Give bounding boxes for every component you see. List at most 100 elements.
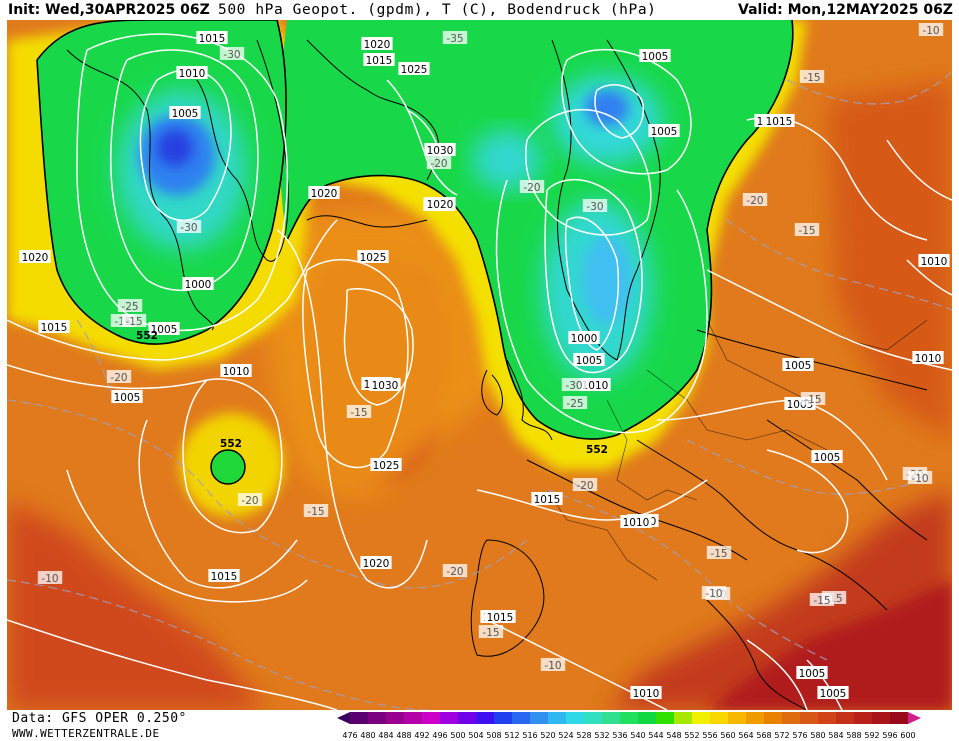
colorbar-tick-label: 532 bbox=[594, 731, 609, 740]
colorbar-cell bbox=[422, 712, 440, 724]
temperature-label: -30 bbox=[223, 49, 240, 61]
isobar-label-bg bbox=[182, 277, 214, 290]
isobar-label-bg bbox=[912, 351, 944, 364]
colorbar-tick-label: 560 bbox=[720, 731, 735, 740]
temperature-label: -10 bbox=[41, 573, 58, 585]
isotherms bbox=[7, 69, 952, 710]
isobar-label-bg bbox=[648, 124, 680, 137]
isobar-label-bg bbox=[817, 686, 849, 699]
isobar-label: 1020 bbox=[22, 252, 49, 264]
temperature-label: -30 bbox=[565, 380, 582, 392]
isobar-label: 1030 bbox=[372, 380, 399, 392]
colorbar-tick-label: 580 bbox=[810, 731, 825, 740]
isobar-label: 1010 bbox=[915, 353, 942, 365]
isobar-label: 1005 bbox=[820, 688, 847, 700]
temperature-label-bg bbox=[809, 593, 835, 606]
colorbar-tick-label: 548 bbox=[666, 731, 681, 740]
isobar-labels: 1015 1010 1005 1020 1015 1025 1030 1020 1005 1005… bbox=[19, 31, 950, 700]
colorbar-cell bbox=[656, 712, 674, 724]
isobar-label-bg bbox=[579, 378, 611, 391]
colorbar-cell bbox=[872, 712, 890, 724]
isobar-label: 1010 bbox=[633, 688, 660, 700]
colorbar-tick-label: 592 bbox=[864, 731, 879, 740]
isobar-label: 1005 bbox=[114, 392, 141, 404]
isobar-label: 1020 bbox=[363, 558, 390, 570]
temperature-label: -35 bbox=[446, 33, 463, 45]
colorbar-cell bbox=[458, 712, 476, 724]
isobar-label: 1010 bbox=[582, 380, 609, 392]
temperature-label-bg bbox=[346, 405, 372, 418]
colorbar-tick-label: 496 bbox=[432, 731, 447, 740]
isobar-label-bg bbox=[782, 358, 814, 371]
isobar-label-bg bbox=[796, 666, 828, 679]
isobar-label-bg bbox=[363, 53, 395, 66]
trough-east-lightblue bbox=[582, 235, 632, 325]
colorbar-tick-label: 508 bbox=[486, 731, 501, 740]
temperature-label: -20 bbox=[746, 195, 763, 207]
temperature-label-bg bbox=[106, 370, 132, 383]
temperature-label: -15 bbox=[125, 316, 142, 328]
temperature-label-bg bbox=[519, 180, 545, 193]
temperature-label-bg bbox=[426, 156, 452, 169]
colorbar-tick-label: 484 bbox=[378, 731, 393, 740]
temperature-label: -15 bbox=[798, 225, 815, 237]
colorbar-cell bbox=[368, 712, 386, 724]
isobar-label: 1005 bbox=[651, 126, 678, 138]
temperature-label: -20 bbox=[446, 566, 463, 578]
temperature-label-bg bbox=[582, 199, 608, 212]
colorbar-cell bbox=[710, 712, 728, 724]
isobar-label-bg bbox=[531, 492, 563, 505]
colorbar-tick-label: 576 bbox=[792, 731, 807, 740]
temperature-label-bg bbox=[442, 31, 468, 44]
temperature-label-bg bbox=[794, 223, 820, 236]
colorbar-tick-label: 556 bbox=[702, 731, 717, 740]
isobar-label-bg bbox=[370, 458, 402, 471]
isobar-label: 1020 bbox=[427, 199, 454, 211]
trough-west-deep-blue bbox=[157, 130, 193, 166]
colorbar-cell bbox=[764, 712, 782, 724]
temperature-label-bg bbox=[176, 220, 202, 233]
valid-time: Valid: Mon,12MAY2025 06Z bbox=[738, 2, 953, 18]
geopotential-label: 552 bbox=[220, 438, 242, 450]
isobar-label: 1005 bbox=[814, 452, 841, 464]
isobar-label: 1025 bbox=[401, 64, 428, 76]
colorbar-cell bbox=[404, 712, 422, 724]
colorbar-cell bbox=[818, 712, 836, 724]
isobar-label-bg bbox=[811, 450, 843, 463]
isobar-label: 1005 bbox=[642, 51, 669, 63]
isobar-label: 1015 bbox=[211, 571, 238, 583]
colorbar-cell bbox=[854, 712, 872, 724]
isobar-label-bg bbox=[220, 364, 252, 377]
trough-east-cyan-center bbox=[472, 130, 542, 190]
temperature-label-bg bbox=[540, 658, 566, 671]
high-geopotential-east bbox=[827, 80, 952, 440]
isobar-label: 1015 bbox=[199, 33, 226, 45]
isobar-label: 1025 bbox=[373, 460, 400, 472]
temperature-label-bg bbox=[706, 546, 732, 559]
temperature-label-bg bbox=[219, 47, 245, 60]
colorbar-cell bbox=[674, 712, 692, 724]
temperature-label-bg bbox=[478, 625, 504, 638]
temperature-label: -10 bbox=[705, 588, 722, 600]
temperature-label-bg bbox=[442, 564, 468, 577]
geopotential-label: 552 bbox=[586, 444, 608, 456]
isobar-label-bg bbox=[398, 62, 430, 75]
isobar-label-bg bbox=[111, 390, 143, 403]
temperature-label: -30 bbox=[180, 222, 197, 234]
isobar-label: 1015 bbox=[766, 116, 793, 128]
temperature-label: -20 bbox=[430, 158, 447, 170]
isobar-label: 1000 bbox=[571, 333, 598, 345]
isobar-label-bg bbox=[424, 197, 456, 210]
temperature-label: -15 bbox=[804, 394, 821, 406]
colorbar-left-arrow bbox=[337, 712, 350, 724]
isobar-label-bg bbox=[361, 37, 393, 50]
contour-552-west bbox=[36, 20, 287, 345]
colorbar-cell bbox=[530, 712, 548, 724]
colorbar-tick-label: 512 bbox=[504, 731, 519, 740]
high-geopotential-southwest bbox=[7, 500, 267, 710]
temperature-label-bg bbox=[701, 586, 727, 599]
isobar-label-bg bbox=[918, 254, 950, 267]
colorbar-cell bbox=[602, 712, 620, 724]
isobar-label: 1005 bbox=[576, 355, 603, 367]
isobar-label: 1030 bbox=[427, 145, 454, 157]
